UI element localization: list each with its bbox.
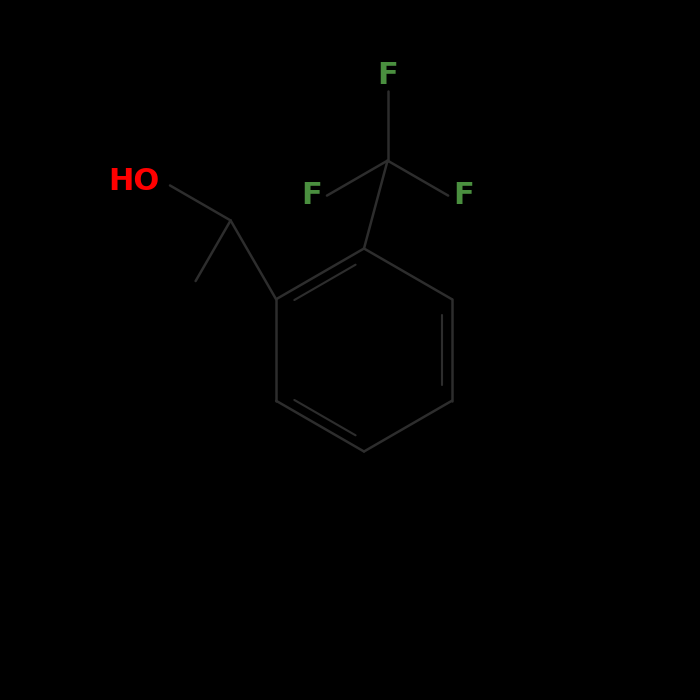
Text: HO: HO [108, 167, 160, 197]
Text: F: F [453, 181, 474, 210]
Text: F: F [301, 181, 322, 210]
Text: F: F [377, 61, 398, 90]
